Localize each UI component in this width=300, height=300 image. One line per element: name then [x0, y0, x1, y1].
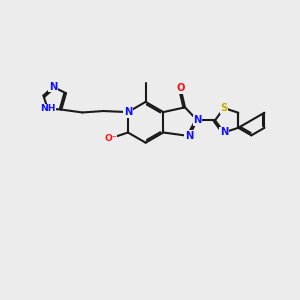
Text: N: N — [124, 107, 132, 117]
Text: N: N — [49, 82, 57, 92]
Text: N: N — [185, 131, 193, 141]
Text: NH: NH — [40, 104, 56, 113]
Text: O: O — [176, 83, 185, 93]
Text: N: N — [220, 128, 228, 137]
Text: O⁻: O⁻ — [104, 134, 117, 143]
Text: S: S — [220, 103, 228, 113]
Text: N: N — [193, 115, 202, 125]
